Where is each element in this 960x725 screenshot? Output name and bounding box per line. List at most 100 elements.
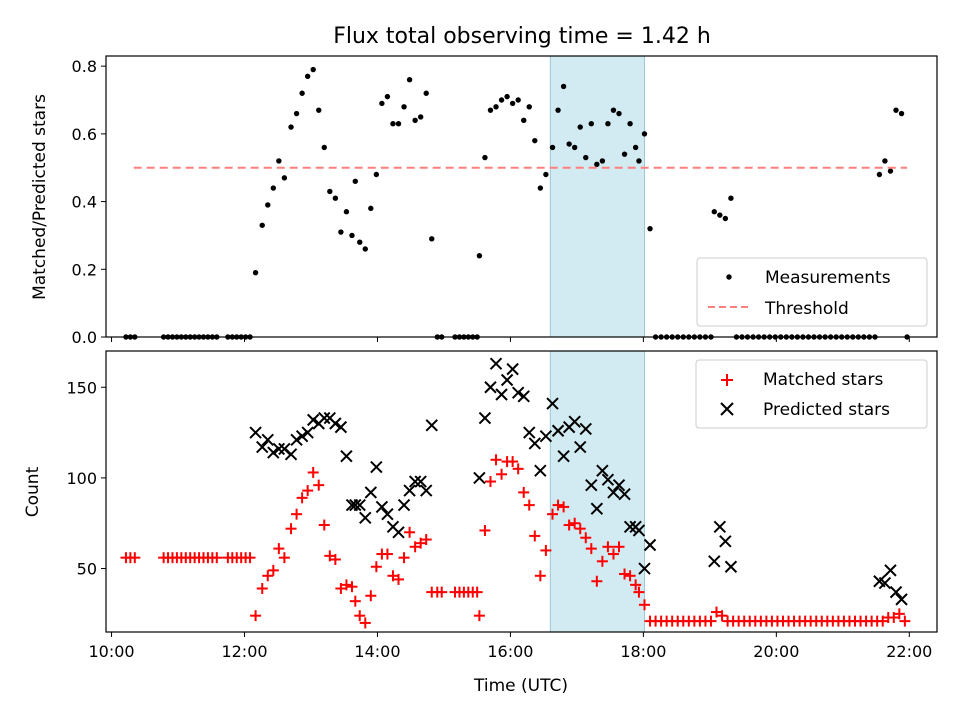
predicted-stars-point (295, 429, 309, 443)
x-tick-label: 20:00 (753, 642, 799, 661)
measurements-point (265, 202, 271, 208)
predicted-stars-point (370, 460, 383, 474)
measurements-point (349, 232, 355, 239)
matched-stars-point (404, 526, 416, 538)
ratio-y-axis-label: Matched/Predicted stars (30, 94, 50, 300)
matched-stars-point (888, 611, 900, 623)
predicted-stars-point (284, 448, 298, 461)
predicted-stars-point (267, 446, 280, 459)
matched-stars-point (211, 552, 223, 564)
measurements-point (599, 158, 606, 164)
matched-stars-point (496, 468, 508, 480)
legend-matched-label: Matched stars (763, 370, 883, 390)
ratio-legend: Measurements Threshold (696, 257, 928, 327)
predicted-stars-point (375, 500, 389, 514)
y-tick-label: 0.4 (72, 193, 97, 212)
matched-stars-point (563, 519, 575, 531)
predicted-stars-point (523, 426, 536, 439)
matched-stars-point (393, 573, 405, 585)
legend-predicted-marker (720, 402, 734, 416)
measurements-point (577, 124, 583, 130)
predicted-stars-point (590, 502, 604, 515)
measurements-point (332, 195, 339, 201)
measurements-point (423, 90, 429, 96)
predicted-stars-point (425, 419, 438, 432)
matched-stars-point (318, 519, 330, 531)
predicted-stars-point (612, 478, 626, 492)
predicted-stars-point (574, 440, 587, 454)
measurements-point (390, 121, 396, 127)
predicted-stars-point (473, 471, 486, 485)
predicted-stars-point (381, 507, 394, 521)
predicted-stars-point (719, 535, 732, 548)
measurements-point (293, 110, 300, 117)
matched-stars-point (574, 523, 586, 535)
predicted-stars-point (290, 433, 303, 447)
measurements-point (343, 209, 350, 215)
matched-stars-point (256, 582, 268, 594)
measurements-point (252, 269, 259, 276)
count-y-axis-label: Count (23, 466, 43, 517)
x-tick-label: 12:00 (221, 642, 267, 661)
predicted-stars-point (403, 484, 416, 497)
matched-stars-point (877, 615, 889, 627)
measurements-point (876, 171, 883, 178)
matched-stars-point (705, 615, 717, 627)
matched-stars-point (602, 541, 614, 553)
matched-stars-point (381, 548, 393, 560)
measurements-point (373, 171, 380, 178)
legend-matched-marker (721, 374, 733, 386)
measurements-point (560, 83, 567, 90)
predicted-stars-point (534, 464, 547, 477)
predicted-stars-point (318, 411, 331, 425)
predicted-stars-point (596, 464, 609, 477)
predicted-stars-point (551, 424, 565, 437)
measurements-point (304, 73, 311, 80)
measurements-point (728, 195, 734, 201)
predicted-stars-point (484, 381, 497, 394)
count-panel-frame (105, 350, 938, 633)
count-panel-span (549, 350, 645, 633)
measurements-point (711, 209, 717, 215)
measurements-point (362, 246, 368, 252)
predicted-stars-point (420, 484, 433, 497)
matched-stars-point (893, 608, 905, 620)
matched-stars-point (346, 581, 358, 593)
predicted-stars-point (301, 426, 314, 439)
matched-stars-point (619, 568, 631, 580)
y-tick-label: 0.8 (72, 57, 97, 76)
ratio-panel-span (549, 55, 645, 338)
matched-stars-point (613, 541, 625, 553)
measurements-point (368, 205, 374, 212)
matched-stars-point (296, 492, 308, 504)
matched-stars-point (387, 570, 399, 582)
matched-stars-point (479, 524, 491, 536)
matched-stars-point (624, 570, 636, 582)
measurements-point (887, 168, 894, 174)
matched-stars-point (415, 537, 427, 549)
measurements-point (352, 178, 358, 184)
matched-stars-point (518, 486, 530, 498)
matched-stars-point (711, 606, 723, 618)
measurements-point (281, 175, 288, 181)
x-tick-label: 18:00 (620, 642, 666, 661)
count-legend-box (695, 359, 928, 429)
matched-stars-point (638, 599, 650, 611)
x-tick-label: 22:00 (886, 642, 932, 661)
predicted-stars-point (334, 420, 348, 434)
measurements-point (270, 185, 277, 191)
count-panel-yticks: 50 100 150 (66, 378, 106, 579)
matched-stars-point (291, 508, 303, 520)
y-tick-label: 150 (66, 378, 97, 397)
measurements-point (327, 188, 333, 195)
ratio-panel-xticks (111, 337, 910, 342)
measurements-point (636, 158, 642, 164)
matched-stars-point (471, 586, 483, 598)
ratio-panel: 0.0 0.2 0.4 0.6 0.8 Flux total observing tim… (30, 24, 938, 347)
matched-stars-point (285, 523, 297, 535)
predicted-stars-point (414, 475, 427, 488)
matched-stars-point (365, 590, 377, 602)
matched-stars-point (273, 543, 285, 555)
